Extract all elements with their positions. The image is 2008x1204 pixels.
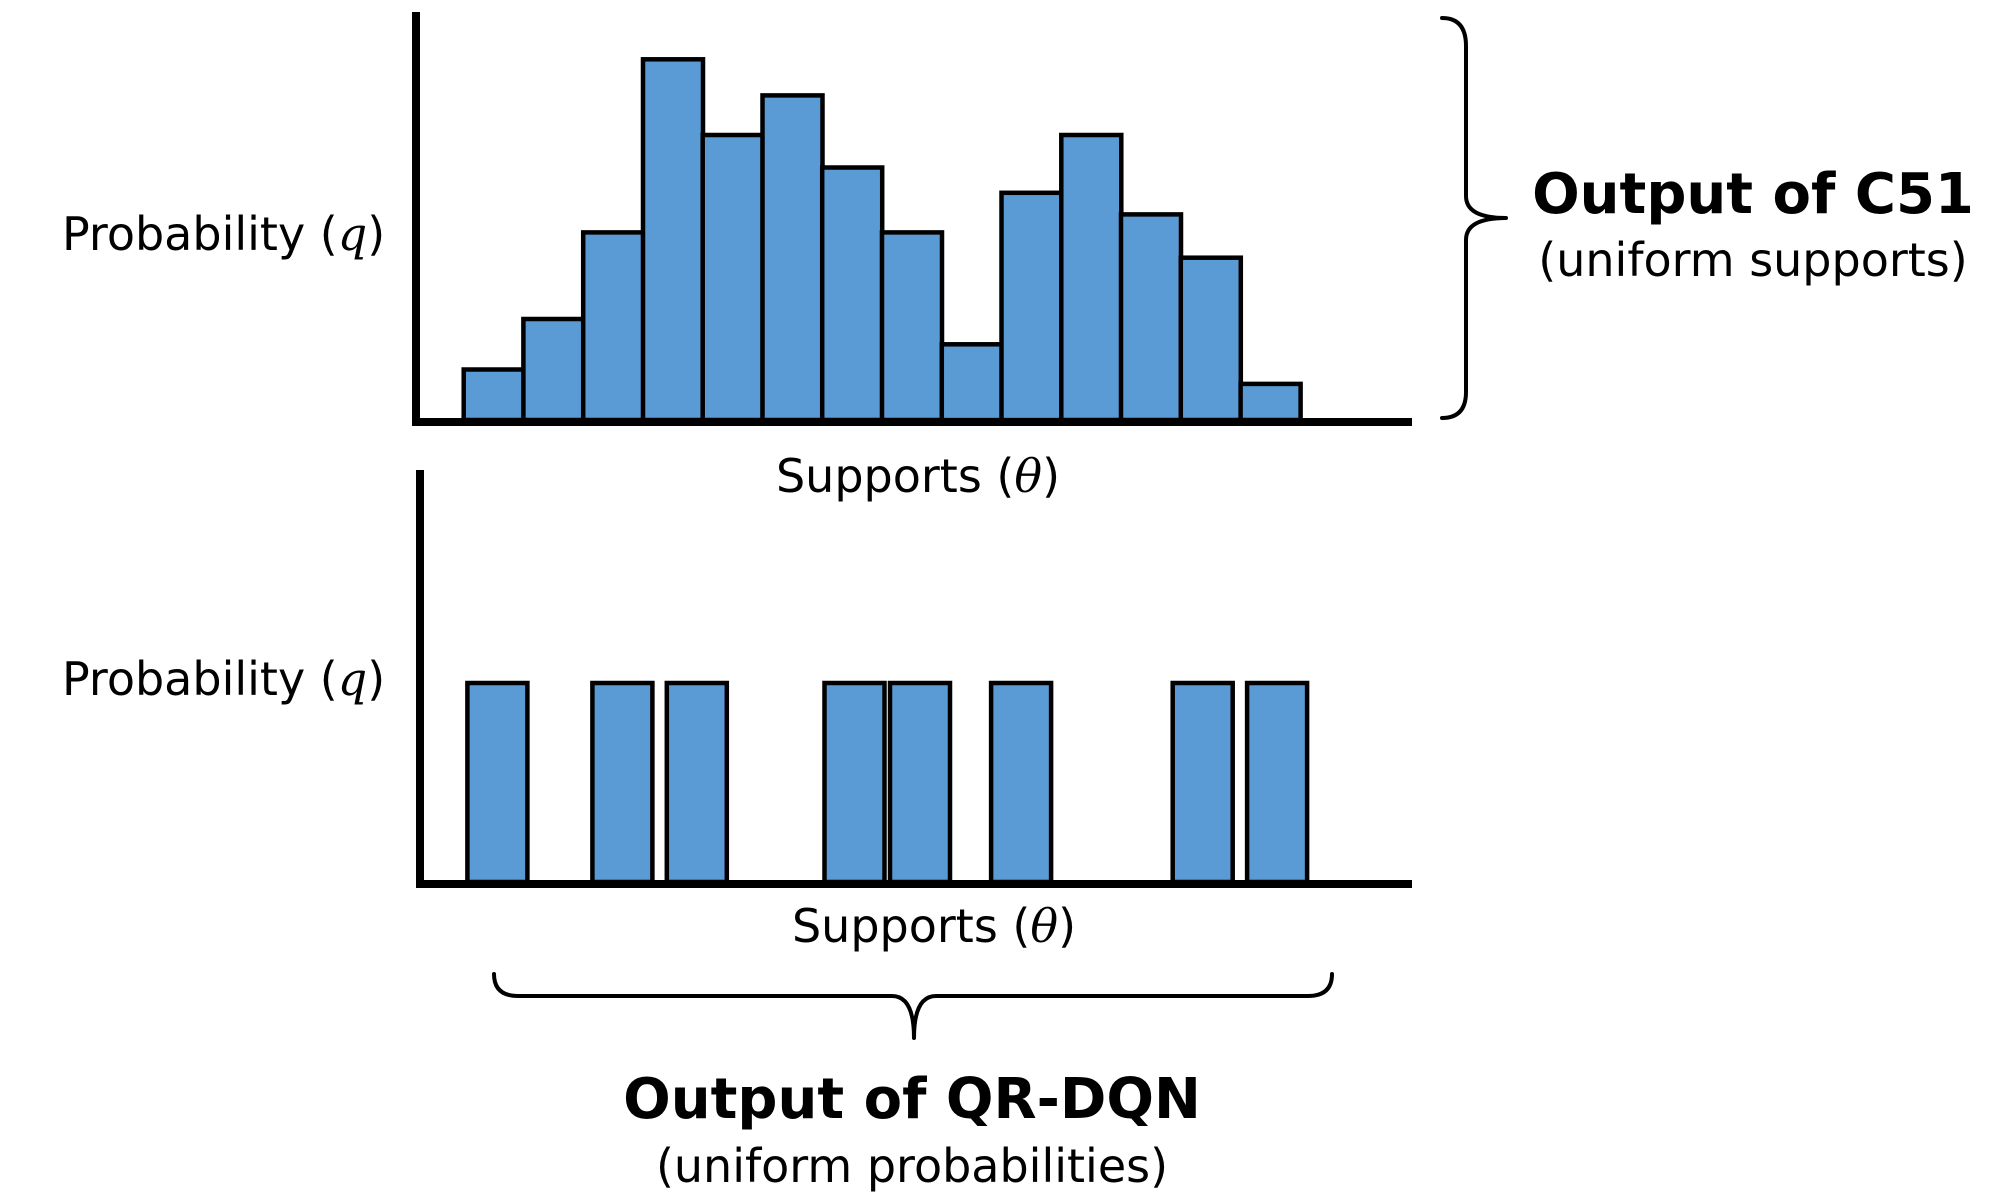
qrdqn-bar-6	[988, 680, 1054, 885]
c51-bars	[461, 57, 1303, 423]
c51-bar-5	[700, 132, 765, 423]
top-axes	[412, 12, 1412, 426]
qrdqn-bar-5	[887, 680, 953, 885]
qrdqn-bar-8	[1244, 680, 1310, 885]
qrdqn-group-subtitle: (uniform probabilities)	[656, 1139, 1168, 1193]
c51-bar-3	[580, 230, 646, 423]
c51-group-title: Output of C51	[1532, 162, 1974, 227]
qrdqn-bar-4	[822, 680, 887, 885]
c51-bar-13	[1178, 255, 1244, 423]
top-x-axis-label: Supports (θ)	[776, 449, 1060, 503]
qrdqn-panel: Probability (q) Supports (θ) Output of Q…	[62, 470, 1412, 1193]
bottom-x-axis-label: Supports (θ)	[792, 899, 1076, 953]
c51-bar-10	[999, 190, 1064, 423]
top-y-axis-label: Probability (q)	[62, 207, 385, 261]
c51-bar-4	[640, 57, 706, 423]
c51-panel: Probability (q) Supports (θ) Output of C…	[62, 12, 1974, 503]
qrdqn-bottom-brace	[492, 972, 1334, 1040]
c51-bar-2	[521, 316, 586, 423]
qrdqn-bar-7	[1170, 680, 1235, 885]
bottom-axes	[416, 470, 1412, 888]
qrdqn-bar-1	[465, 680, 530, 885]
c51-group-subtitle: (uniform supports)	[1538, 233, 1967, 287]
qrdqn-bar-3	[664, 680, 730, 885]
c51-right-brace	[1440, 16, 1508, 420]
bottom-y-axis-label: Probability (q)	[62, 652, 385, 706]
c51-bar-12	[1118, 212, 1184, 423]
c51-bar-1	[461, 367, 526, 423]
c51-bar-8	[879, 230, 945, 423]
qrdqn-group-title: Output of QR-DQN	[623, 1067, 1201, 1132]
c51-bar-14	[1238, 381, 1303, 423]
c51-bar-6	[760, 93, 825, 423]
c51-bar-7	[819, 165, 885, 423]
c51-bar-11	[1059, 132, 1124, 423]
c51-bar-9	[939, 342, 1005, 423]
qrdqn-bars	[465, 680, 1310, 885]
qrdqn-bar-2	[590, 680, 655, 885]
